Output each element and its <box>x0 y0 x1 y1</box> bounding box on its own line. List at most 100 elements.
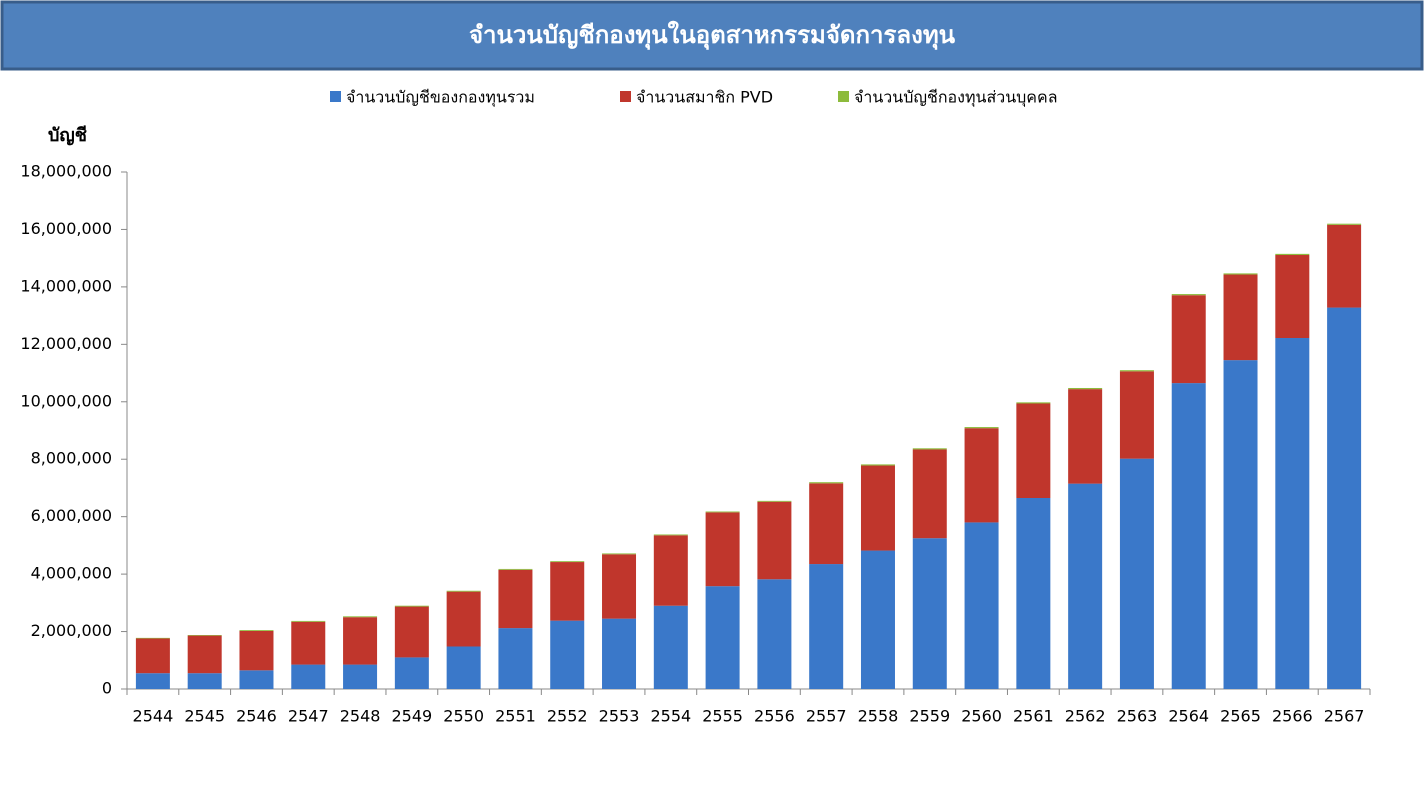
y-tick-label: 6,000,000 <box>31 506 112 525</box>
bar-segment <box>498 569 533 629</box>
bar-segment <box>602 618 637 689</box>
y-tick-label: 10,000,000 <box>20 391 112 410</box>
bar-segment <box>1016 497 1051 689</box>
title-banner <box>0 0 1424 71</box>
x-tick-label: 2548 <box>340 707 381 726</box>
bar-segment <box>653 535 688 606</box>
bar-segment <box>860 465 895 551</box>
bar-segment <box>135 637 170 639</box>
bar-segment <box>1327 307 1362 689</box>
bar-segment <box>964 428 999 523</box>
bar-segment <box>239 630 274 631</box>
bar-segment <box>394 605 429 607</box>
bar-segment <box>394 657 429 689</box>
bar-segment <box>860 550 895 689</box>
bar-segment <box>1275 255 1310 339</box>
bar-segment <box>394 606 429 658</box>
x-tick-label: 2549 <box>391 707 432 726</box>
x-tick-label: 2555 <box>702 707 743 726</box>
bar-segment <box>1119 458 1154 689</box>
bar-segment <box>602 554 637 619</box>
bar-segment <box>705 512 740 587</box>
x-tick-label: 2547 <box>288 707 329 726</box>
bar-segment <box>1171 294 1206 296</box>
x-tick-label: 2550 <box>443 707 484 726</box>
chart-title: จำนวนบัญชีกองทุนในอุตสาหกรรมจัดการลงทุน <box>469 20 956 51</box>
bar-segment <box>187 635 222 636</box>
y-axis-label: บัญชี <box>48 125 87 146</box>
bar-segment <box>550 561 585 563</box>
bar-segment <box>705 586 740 689</box>
bar-segment <box>1327 224 1362 308</box>
x-tick-label: 2545 <box>184 707 225 726</box>
bar-segment <box>498 568 533 570</box>
y-tick-label: 0 <box>102 679 112 698</box>
bar-segment <box>135 673 170 689</box>
bar-segment <box>1223 274 1258 361</box>
bar-segment <box>653 605 688 689</box>
bar-segment <box>550 620 585 689</box>
legend-label: จำนวนบัญชีของกองทุนรวม <box>346 88 535 108</box>
x-tick-label: 2551 <box>495 707 536 726</box>
bar-segment <box>653 534 688 536</box>
x-tick-label: 2559 <box>909 707 950 726</box>
y-tick-label: 14,000,000 <box>20 276 112 295</box>
bar-segment <box>550 562 585 621</box>
bar-segment <box>964 522 999 689</box>
bar-segment <box>343 664 378 689</box>
bar-segment <box>1223 360 1258 689</box>
legend-label: จำนวนสมาชิก PVD <box>636 88 773 107</box>
bar-segment <box>291 621 326 665</box>
bar-segment <box>446 590 481 592</box>
x-tick-label: 2561 <box>1013 707 1054 726</box>
bar-segment <box>239 670 274 689</box>
bar-segment <box>705 511 740 513</box>
bar-segment <box>239 630 274 671</box>
bar-segment <box>757 500 792 502</box>
x-tick-label: 2546 <box>236 707 277 726</box>
y-tick-label: 18,000,000 <box>20 162 112 181</box>
bar-segment <box>1223 273 1258 275</box>
x-tick-label: 2557 <box>806 707 847 726</box>
bar-segment <box>912 538 947 689</box>
bar-segment <box>1119 370 1154 372</box>
x-tick-label: 2558 <box>858 707 899 726</box>
y-tick-label: 12,000,000 <box>20 334 112 353</box>
bar-segment <box>1068 483 1103 689</box>
bar-segment <box>446 646 481 689</box>
x-tick-label: 2544 <box>133 707 174 726</box>
x-tick-label: 2554 <box>650 707 691 726</box>
legend-swatch <box>330 91 341 102</box>
x-tick-label: 2553 <box>599 707 640 726</box>
bar-segment <box>809 564 844 689</box>
bar-segment <box>187 673 222 689</box>
bar-segment <box>1171 295 1206 384</box>
bar-segment <box>912 449 947 539</box>
bar-segment <box>446 591 481 647</box>
bar-segment <box>1016 403 1051 498</box>
x-tick-label: 2564 <box>1168 707 1209 726</box>
bar-segment <box>291 620 326 622</box>
bar-segment <box>291 664 326 689</box>
legend: จำนวนบัญชีของกองทุนรวม จำนวนสมาชิก PVD จำน… <box>330 88 1058 108</box>
bar-segment <box>498 628 533 689</box>
bar-segment <box>1275 253 1310 256</box>
y-tick-label: 8,000,000 <box>31 449 112 468</box>
x-tick-label: 2560 <box>961 707 1002 726</box>
bar-segment <box>187 635 222 674</box>
bar-segment <box>1016 402 1051 404</box>
bar-segment <box>1119 371 1154 459</box>
legend-swatch <box>838 91 849 102</box>
legend-label: จำนวนบัญชีกองทุนส่วนบุคคล <box>854 88 1058 108</box>
x-tick-label: 2567 <box>1324 707 1365 726</box>
x-tick-label: 2565 <box>1220 707 1261 726</box>
bar-segment <box>1068 387 1103 390</box>
legend-swatch <box>620 91 631 102</box>
bar-segment <box>602 553 637 555</box>
bar-segment <box>809 483 844 565</box>
bar-segment <box>343 617 378 665</box>
bar-segment <box>135 638 170 674</box>
bar-segment <box>860 464 895 466</box>
bar-segment <box>809 482 844 484</box>
